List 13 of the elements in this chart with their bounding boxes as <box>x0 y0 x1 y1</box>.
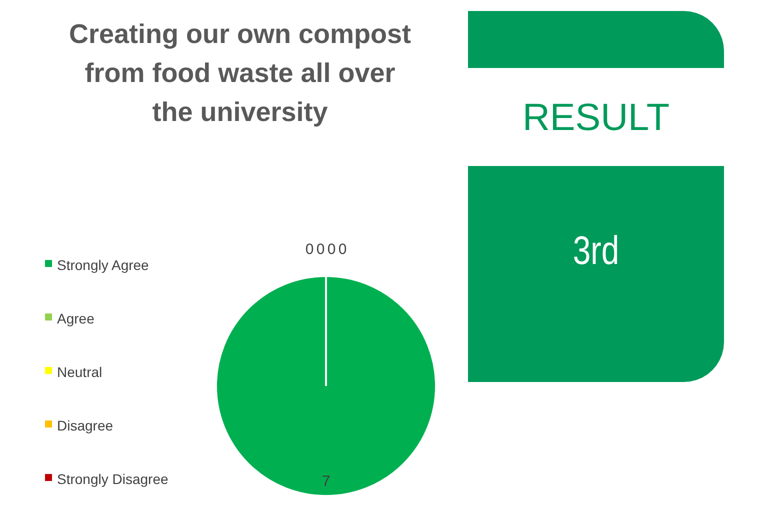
chart-title: Creating our own compost from food waste all over the university <box>68 19 412 127</box>
text: 0 <box>305 241 314 258</box>
data-label: 7 <box>322 473 330 490</box>
legend-label: Neutral <box>57 364 102 380</box>
text: 0 <box>327 241 336 258</box>
legend-label: Strongly Disagree <box>57 471 168 487</box>
legend-label: Strongly Agree <box>57 257 150 273</box>
text: 3rd <box>572 228 620 273</box>
text: RESULT <box>522 97 670 139</box>
legend-label: Agree <box>57 310 95 326</box>
legend-label: Disagree <box>57 418 114 434</box>
text: 0 <box>338 241 347 258</box>
text: 0 <box>316 241 325 258</box>
